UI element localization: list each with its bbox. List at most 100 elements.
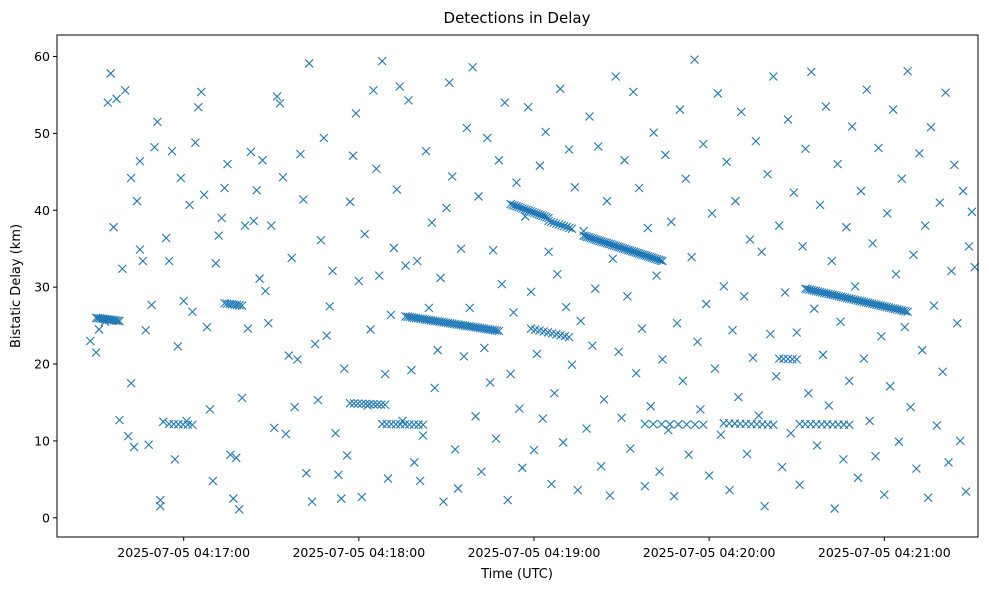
detection-marker bbox=[882, 208, 892, 218]
detection-marker bbox=[386, 310, 396, 320]
detection-marker bbox=[757, 247, 767, 257]
detection-marker bbox=[903, 307, 913, 317]
y-axis-ticks: 0 10 20 30 40 50 60 bbox=[34, 49, 57, 525]
detection-marker bbox=[196, 87, 206, 97]
detection-marker bbox=[479, 343, 489, 353]
detection-marker bbox=[357, 399, 367, 409]
detection-marker bbox=[546, 217, 556, 227]
detection-marker bbox=[751, 136, 761, 146]
detection-marker bbox=[144, 440, 154, 450]
detection-marker bbox=[554, 220, 564, 229]
detection-marker bbox=[774, 354, 784, 364]
detection-marker bbox=[541, 127, 551, 137]
detection-marker bbox=[602, 196, 612, 206]
detection-marker bbox=[520, 212, 530, 221]
detection-marker bbox=[920, 221, 930, 231]
detection-marker bbox=[376, 400, 386, 409]
detection-marker bbox=[120, 85, 130, 95]
detection-marker bbox=[240, 221, 250, 231]
detection-marker bbox=[342, 451, 352, 460]
detection-marker bbox=[547, 479, 556, 489]
detection-marker bbox=[290, 402, 300, 412]
detection-marker bbox=[307, 497, 317, 507]
detection-marker bbox=[646, 401, 656, 411]
detection-marker bbox=[132, 196, 142, 206]
detection-marker bbox=[485, 378, 495, 387]
detection-marker bbox=[328, 266, 337, 276]
detection-marker bbox=[109, 222, 119, 232]
detection-marker bbox=[517, 463, 527, 473]
detection-marker bbox=[745, 235, 755, 244]
detection-marker bbox=[190, 138, 200, 148]
detection-marker bbox=[100, 317, 110, 327]
detection-marker bbox=[841, 222, 851, 232]
detection-marker bbox=[406, 365, 416, 375]
detection-marker bbox=[821, 102, 831, 111]
detection-marker bbox=[170, 454, 180, 464]
plot-frame bbox=[56, 34, 979, 538]
detection-marker bbox=[839, 454, 848, 464]
detection-marker bbox=[383, 474, 393, 483]
detection-marker bbox=[894, 437, 904, 447]
detection-marker bbox=[255, 274, 264, 284]
detection-marker bbox=[115, 415, 124, 425]
detection-marker bbox=[113, 316, 123, 326]
detection-marker bbox=[912, 464, 921, 473]
detection-marker bbox=[348, 151, 358, 161]
detection-marker bbox=[947, 266, 956, 276]
detection-marker bbox=[444, 78, 454, 88]
detection-marker bbox=[529, 445, 539, 455]
detection-marker bbox=[955, 436, 965, 446]
detection-marker bbox=[713, 89, 723, 98]
detection-marker bbox=[494, 326, 504, 336]
detection-marker bbox=[949, 160, 959, 170]
detection-marker bbox=[266, 221, 276, 231]
detection-marker bbox=[395, 82, 405, 91]
detection-marker bbox=[625, 444, 635, 453]
detection-marker bbox=[153, 117, 162, 127]
detection-marker bbox=[252, 185, 262, 195]
detection-marker bbox=[562, 222, 572, 232]
detection-marker bbox=[722, 157, 732, 167]
detection-marker bbox=[932, 421, 942, 430]
y-tick-label: 40 bbox=[34, 203, 50, 218]
detection-marker bbox=[818, 350, 828, 360]
detection-marker bbox=[424, 303, 434, 313]
detection-marker bbox=[763, 169, 772, 179]
detection-marker bbox=[917, 345, 927, 355]
detection-marker bbox=[897, 174, 907, 184]
detection-marker bbox=[766, 329, 775, 339]
data-points bbox=[85, 55, 980, 514]
detection-marker bbox=[237, 393, 247, 403]
detection-marker bbox=[404, 95, 413, 105]
detection-marker bbox=[226, 450, 235, 460]
detection-marker bbox=[316, 235, 326, 245]
detection-marker bbox=[792, 328, 802, 337]
detection-marker bbox=[509, 308, 518, 317]
detection-marker bbox=[774, 221, 784, 231]
detection-marker bbox=[549, 218, 559, 228]
detection-marker bbox=[698, 139, 708, 149]
detection-marker bbox=[665, 419, 675, 429]
detection-marker bbox=[269, 423, 279, 433]
detection-marker bbox=[656, 256, 666, 265]
detection-marker bbox=[941, 88, 950, 98]
detection-marker bbox=[850, 281, 860, 291]
detection-marker bbox=[418, 431, 428, 440]
detection-marker bbox=[188, 307, 197, 317]
detection-marker bbox=[856, 186, 866, 196]
detection-marker bbox=[418, 420, 428, 430]
detection-marker bbox=[570, 182, 580, 192]
detection-marker bbox=[345, 398, 355, 408]
detection-marker bbox=[360, 229, 370, 239]
detection-marker bbox=[777, 462, 787, 472]
detection-marker bbox=[138, 256, 148, 266]
detection-marker bbox=[220, 183, 229, 193]
detection-marker bbox=[398, 416, 408, 426]
detection-marker bbox=[768, 72, 778, 81]
detection-marker bbox=[906, 402, 915, 412]
detection-marker bbox=[106, 69, 116, 78]
detection-marker bbox=[339, 364, 349, 374]
detection-marker bbox=[815, 200, 825, 210]
detection-marker bbox=[158, 417, 168, 427]
